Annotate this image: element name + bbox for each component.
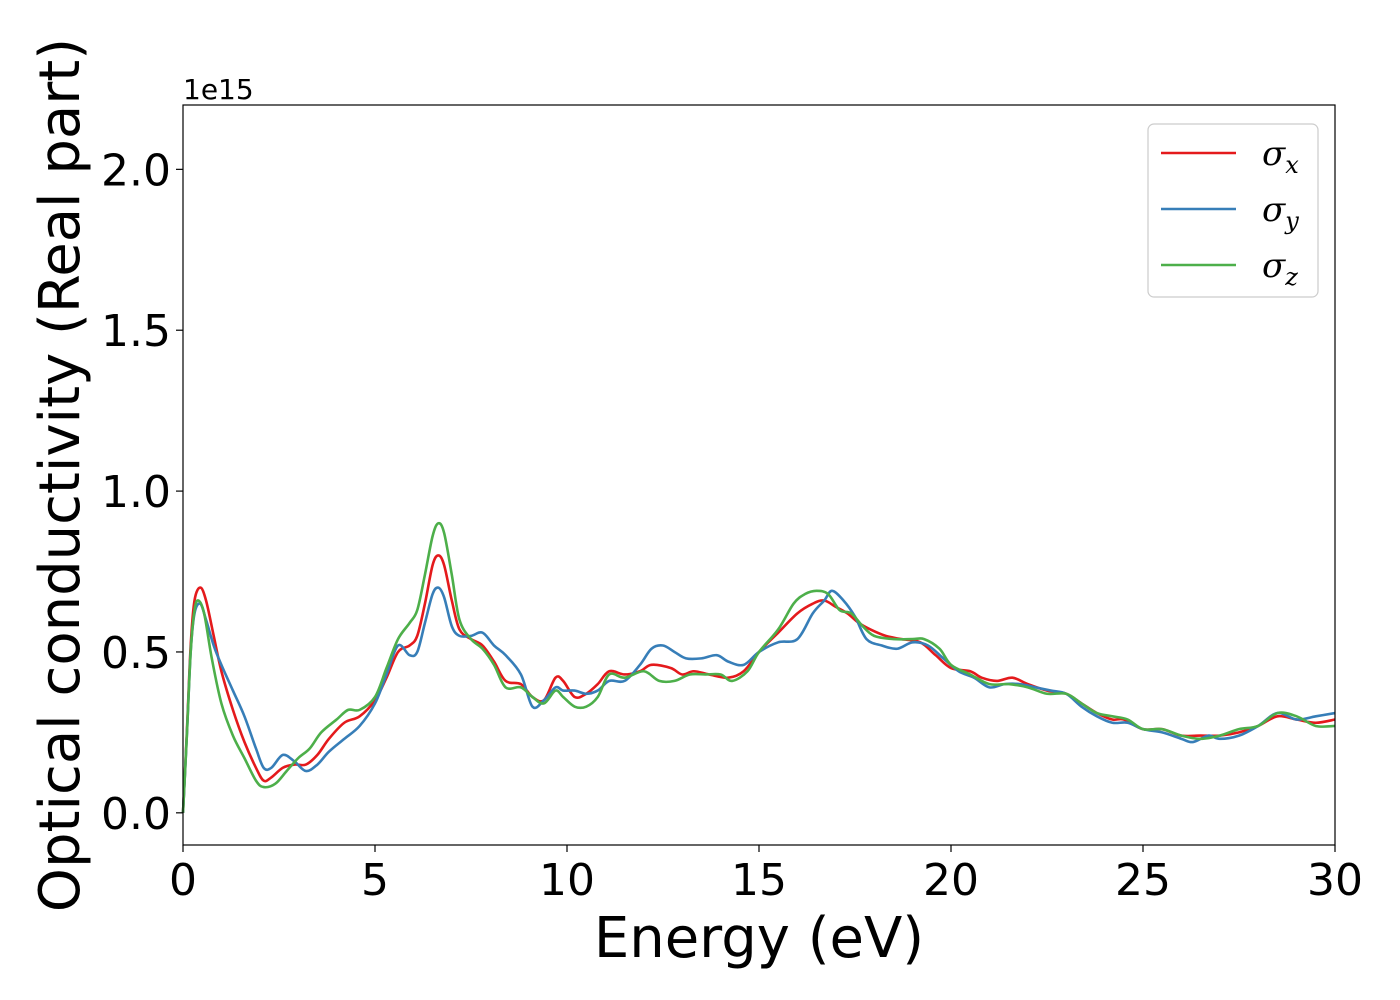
x-tick-label: 30 [1307, 855, 1363, 906]
series-line-y [181, 586, 1336, 813]
series-line-z [181, 521, 1336, 813]
x-axis-label: Energy (eV) [594, 906, 924, 971]
y-axis: 0.0 0.5 1.0 1.5 2.0 [101, 145, 183, 840]
y-tick-label: 0.5 [101, 628, 171, 679]
y-tick-label: 1.5 [101, 306, 171, 357]
y-axis-label: Optical conductivity (Real part) [28, 38, 93, 912]
legend-label-z: σz [1262, 246, 1298, 291]
x-tick-label: 5 [361, 855, 389, 906]
y-offset-label: 1e15 [183, 73, 254, 106]
y-tick-label: 0.0 [101, 789, 171, 840]
x-tick-label: 20 [923, 855, 979, 906]
x-tick-label: 15 [731, 855, 787, 906]
x-axis: 0 5 10 15 20 25 30 [169, 845, 1363, 906]
x-tick-label: 0 [169, 855, 197, 906]
x-tick-label: 10 [539, 855, 595, 906]
legend-label-x: σx [1262, 134, 1299, 179]
legend-label-y: σy [1262, 190, 1299, 235]
legend: σx σy σz [1147, 123, 1319, 298]
y-tick-label: 2.0 [101, 145, 171, 196]
plot-lines [181, 521, 1336, 813]
series-line-x [181, 554, 1336, 813]
x-tick-label: 25 [1115, 855, 1171, 906]
legend-box [1147, 123, 1319, 298]
y-tick-label: 1.0 [101, 467, 171, 518]
